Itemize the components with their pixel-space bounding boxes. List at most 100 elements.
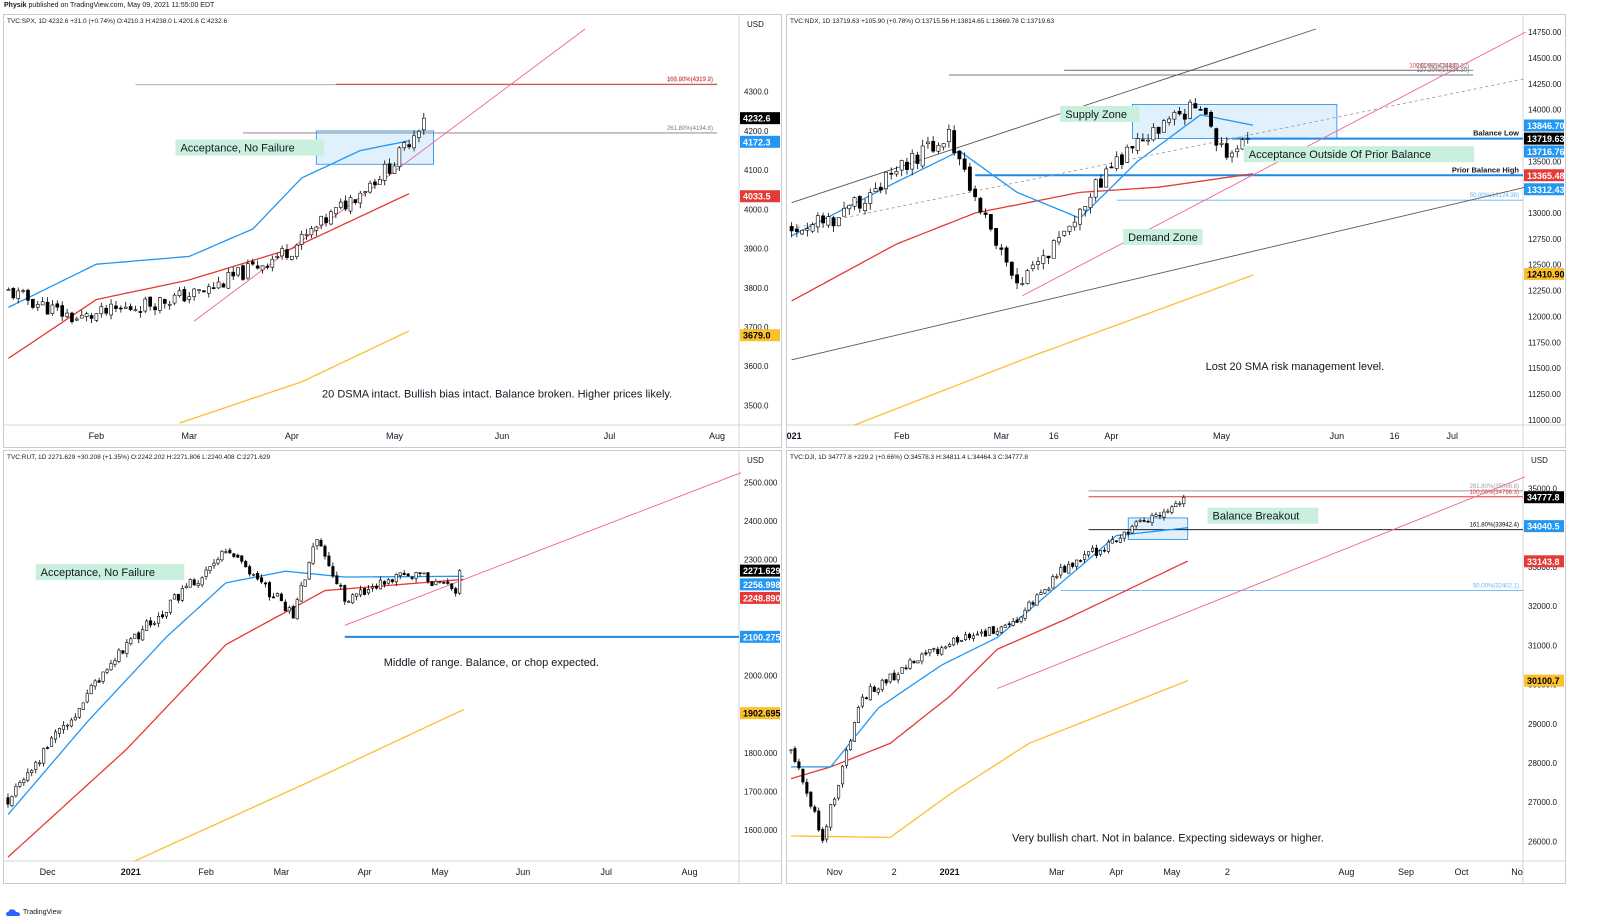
spx-candle	[314, 226, 319, 231]
rut-candle	[244, 561, 248, 568]
ndx-level-label: 50.00%(13124.38)	[1470, 193, 1519, 199]
dji-candle	[805, 782, 809, 794]
dji-x-tick-label: 2021	[940, 867, 960, 877]
dji-candle	[880, 679, 884, 690]
ndx-candle	[910, 153, 915, 170]
rut-candle	[200, 577, 204, 586]
ndx-candle	[1135, 138, 1140, 151]
rut-candle	[307, 562, 311, 580]
rut-candle	[275, 593, 279, 597]
rut-candle	[145, 620, 149, 631]
ndx-candle	[889, 172, 894, 175]
dji-candle	[801, 768, 805, 783]
ndx-candle	[1182, 113, 1187, 120]
author-name[interactable]: Physik	[4, 2, 27, 9]
dji-candle	[1003, 624, 1007, 628]
spx-candle	[329, 211, 333, 225]
dji-candle	[1071, 562, 1075, 567]
dji-x-tick-label: 2	[1225, 867, 1230, 877]
ndx-candle	[836, 217, 841, 227]
ndx-chart[interactable]: 14750.0014500.0014250.0014000.0013750.00…	[787, 15, 1565, 447]
spx-candle	[231, 271, 236, 277]
ndx-candle	[952, 130, 957, 154]
dji-x-tick-label: 2	[892, 867, 897, 877]
spx-candle	[421, 117, 426, 131]
dji-chart-panel[interactable]: TVC:DJI, 1D 34777.8 +229.2 (+0.66%) O:34…	[786, 450, 1566, 884]
ndx-candle	[1020, 283, 1025, 285]
spx-candle	[133, 309, 138, 312]
dji-candle	[1122, 531, 1126, 539]
dji-candle	[1063, 565, 1067, 573]
spx-candle	[177, 290, 182, 296]
rut-candle	[378, 579, 382, 590]
ndx-price-tag-text: 12410.90	[1527, 269, 1565, 279]
spx-candle	[338, 201, 343, 208]
spx-candle	[138, 311, 143, 313]
dji-candle	[1126, 531, 1130, 534]
spx-y-tick-label: 4200.0	[744, 127, 769, 136]
ndx-price-tag	[1524, 183, 1564, 196]
rut-candle	[105, 669, 109, 673]
rut-chart-panel[interactable]: TVC:RUT, 1D 2271.629 +30.208 (+1.35%) O:…	[3, 450, 782, 884]
rut-candle	[81, 702, 85, 710]
spx-candle	[206, 286, 211, 294]
tradingview-footer[interactable]: TradingView	[6, 908, 62, 917]
dji-candle	[864, 697, 868, 700]
rut-chart[interactable]: USD2500.0002400.0002300.0002200.0002100.…	[4, 451, 781, 883]
dji-candle	[1059, 567, 1063, 576]
rut-candle	[180, 587, 184, 601]
spx-y-tick-label: 4300.0	[744, 88, 769, 97]
spx-candle	[246, 263, 250, 279]
ndx-candle	[868, 192, 873, 204]
dji-candle	[789, 749, 793, 752]
rut-candle	[77, 707, 81, 718]
spx-candle	[16, 290, 21, 299]
ndx-chart-panel[interactable]: TVC:NDX, 1D 13719.63 +105.90 (+0.78%) O:…	[786, 14, 1566, 448]
rut-candle	[172, 594, 176, 600]
dji-candle	[868, 686, 872, 701]
dji-candle	[928, 649, 932, 654]
dji-candle	[1114, 540, 1118, 543]
ndx-candle	[957, 150, 962, 160]
rut-candle	[446, 581, 450, 584]
spx-candle	[387, 163, 392, 174]
tradingview-brand: TradingView	[23, 909, 62, 916]
spx-candle	[99, 306, 104, 315]
dji-candle	[1154, 514, 1158, 517]
dji-price-tag	[1524, 520, 1564, 533]
dji-candle	[1007, 623, 1011, 625]
dji-candle	[1146, 520, 1150, 523]
spx-chart[interactable]: USD 4300.0 4200.0 4100.0 4000.0 3900.0 3800.0 3…	[4, 15, 781, 447]
spx-y-tick-label: 3600.0	[744, 362, 769, 371]
rut-candle	[355, 593, 359, 597]
dji-price-tag-text: 30100.7	[1527, 676, 1560, 686]
rut-candle	[339, 584, 343, 587]
dji-candle	[1039, 592, 1043, 595]
spx-chart-panel[interactable]: TVC:SPX, 1D 4232.6 +31.0 (+0.74%) O:4210…	[3, 14, 782, 448]
rut-candle	[153, 622, 157, 625]
spx-candle	[324, 217, 328, 224]
rut-price-tag	[740, 630, 780, 643]
ndx-trendline	[791, 78, 1526, 229]
rut-candle	[133, 633, 137, 639]
dji-candle	[940, 647, 944, 655]
spx-candle	[343, 200, 348, 210]
ndx-price-tag	[1524, 169, 1564, 182]
ndx-price-tag	[1524, 119, 1564, 132]
rut-candle	[228, 549, 232, 554]
rut-x-tick-label: Jun	[516, 867, 531, 877]
dji-level-label: 100.00%(34796.3)	[1470, 490, 1519, 496]
ndx-candle	[1078, 208, 1082, 225]
dji-chart[interactable]: USD35000.034000.033000.032000.031000.030…	[787, 451, 1565, 883]
spx-candle	[26, 289, 30, 301]
ndx-candle	[842, 207, 846, 217]
spx-candle	[255, 265, 260, 269]
ndx-level-label: Prior Balance High	[1452, 165, 1520, 174]
spx-x-tick-label: Jun	[495, 431, 510, 441]
spx-candle	[265, 266, 270, 268]
dji-price-tag-text: 34777.8	[1527, 493, 1560, 503]
spx-note-text: Acceptance, No Failure	[180, 143, 294, 155]
spx-candle	[50, 304, 55, 314]
dji-candle	[829, 804, 833, 828]
dji-candle	[872, 686, 876, 692]
